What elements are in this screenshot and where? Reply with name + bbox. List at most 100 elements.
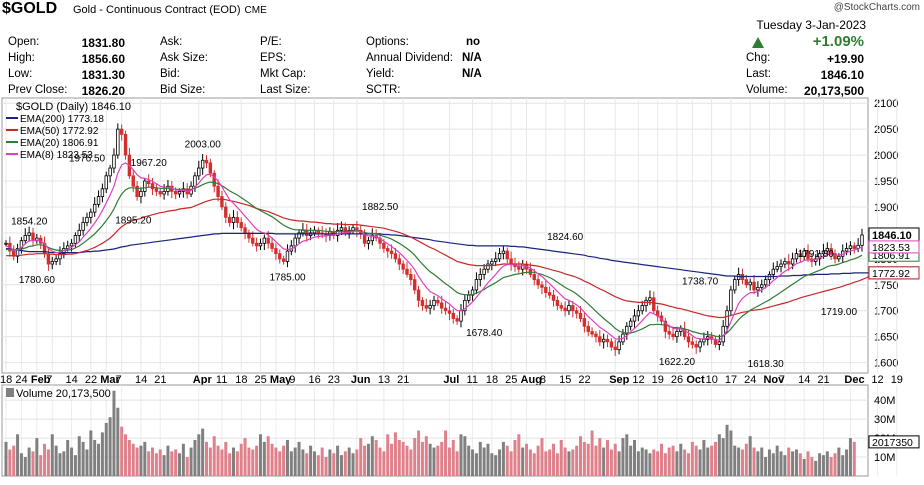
x-tick-label: 14 bbox=[135, 374, 147, 386]
volume-bar bbox=[212, 436, 216, 476]
price-annotation: 1738.70 bbox=[682, 277, 719, 288]
price-frame bbox=[1, 97, 869, 374]
candle-body bbox=[235, 216, 240, 223]
candle-body bbox=[135, 185, 139, 197]
volume-bar bbox=[575, 445, 579, 476]
candle-body bbox=[625, 325, 629, 335]
x-tick-label: Dec bbox=[844, 374, 864, 386]
x-tick-label: Feb bbox=[31, 374, 51, 386]
volume-bar bbox=[459, 434, 463, 476]
candle-body bbox=[231, 216, 236, 223]
volume-bar bbox=[104, 422, 108, 476]
candle-body bbox=[243, 227, 247, 234]
candle-body bbox=[551, 294, 556, 301]
volume-bar bbox=[170, 451, 174, 476]
mkt-cap-label: Mkt Cap: bbox=[260, 68, 307, 80]
volume-bar bbox=[31, 451, 35, 476]
volume-bar bbox=[783, 455, 787, 476]
volume-bar bbox=[775, 445, 779, 476]
volume-bar bbox=[779, 451, 783, 476]
candle-body bbox=[690, 341, 695, 345]
volume-bar bbox=[760, 447, 764, 476]
x-tick-label: 13 bbox=[378, 374, 390, 386]
x-tick-label: Oct bbox=[686, 374, 705, 386]
volume-bar bbox=[224, 441, 228, 476]
candle-body bbox=[474, 279, 479, 291]
candle-body bbox=[258, 242, 263, 247]
candle-body bbox=[609, 341, 614, 348]
volume-bar bbox=[652, 449, 656, 476]
volume-bar bbox=[567, 451, 571, 476]
volume-bar bbox=[193, 439, 197, 476]
volume-bar bbox=[467, 445, 471, 476]
volume-bar bbox=[447, 447, 451, 476]
candle-body bbox=[771, 268, 776, 275]
x-tick-label: Apr bbox=[193, 374, 213, 386]
price-annotation: 1719.00 bbox=[821, 307, 858, 318]
volume-value-box bbox=[868, 435, 920, 449]
volume-legend-swatch bbox=[6, 388, 14, 397]
volume-bar bbox=[54, 445, 58, 476]
volume-bar bbox=[189, 447, 193, 476]
volume-bar bbox=[725, 424, 729, 476]
candle-body bbox=[833, 253, 837, 260]
ema-value-label: 1823.53 bbox=[872, 242, 910, 254]
volume-bar bbox=[355, 449, 359, 476]
candle-body bbox=[617, 341, 621, 351]
prev-close-value: 1826.20 bbox=[81, 84, 125, 98]
volume-bar bbox=[752, 447, 756, 476]
ema-line bbox=[6, 198, 874, 319]
candle-body bbox=[497, 253, 502, 260]
volume-bar bbox=[444, 430, 448, 476]
description-text: Gold - Continuous Contract (EOD) bbox=[73, 4, 241, 16]
volume-bar bbox=[127, 439, 131, 476]
volume-bar bbox=[35, 438, 39, 476]
price-annotation: 1785.00 bbox=[269, 273, 306, 284]
x-tick-label: 21 bbox=[817, 374, 829, 386]
volume-bar bbox=[756, 451, 760, 476]
x-tick-label: 24 bbox=[15, 374, 27, 386]
candle-body bbox=[58, 253, 62, 260]
candle-body bbox=[821, 250, 826, 255]
volume-bar bbox=[46, 449, 50, 476]
volume-bar bbox=[818, 453, 822, 476]
volume-bar bbox=[124, 434, 128, 476]
volume-bar bbox=[721, 438, 725, 476]
volume-bar bbox=[131, 443, 135, 476]
volume-bar bbox=[474, 453, 478, 476]
y-tick-label: 2100 bbox=[874, 98, 898, 110]
price-annotation: 1678.40 bbox=[466, 328, 503, 339]
candle-body bbox=[520, 263, 525, 270]
volume-bar bbox=[606, 439, 610, 476]
price-annotation: 1618.30 bbox=[748, 359, 785, 370]
volume-bar bbox=[201, 428, 205, 476]
volume-bar bbox=[424, 436, 428, 476]
volume-legend: Volume 20,173,500 bbox=[16, 388, 111, 400]
volume-bar bbox=[181, 443, 185, 476]
volume-bar bbox=[629, 445, 633, 476]
volume-bar bbox=[401, 441, 405, 476]
chg-value: +19.90 bbox=[826, 52, 864, 66]
candle-body bbox=[220, 196, 224, 208]
volume-bar bbox=[787, 447, 791, 476]
candle-body bbox=[50, 261, 54, 265]
volume-bar bbox=[764, 457, 768, 476]
x-tick-label: 7 bbox=[46, 374, 52, 386]
volume-bar bbox=[382, 451, 386, 476]
volume-bar bbox=[70, 447, 74, 476]
eps-label: EPS: bbox=[260, 52, 287, 64]
volume-bar bbox=[405, 445, 409, 476]
candle-body bbox=[578, 312, 583, 319]
volume-value: 20,173,500 bbox=[803, 84, 864, 98]
volume-bar bbox=[378, 447, 382, 476]
volume-bar bbox=[548, 449, 552, 476]
candle-body bbox=[305, 229, 309, 236]
volume-bar bbox=[262, 441, 266, 476]
volume-bar bbox=[39, 455, 43, 476]
volume-bar bbox=[598, 438, 602, 476]
candle-body bbox=[212, 172, 216, 187]
volume-bar bbox=[108, 417, 112, 476]
candle-body bbox=[262, 237, 267, 244]
price-annotation: 1967.20 bbox=[131, 158, 168, 169]
